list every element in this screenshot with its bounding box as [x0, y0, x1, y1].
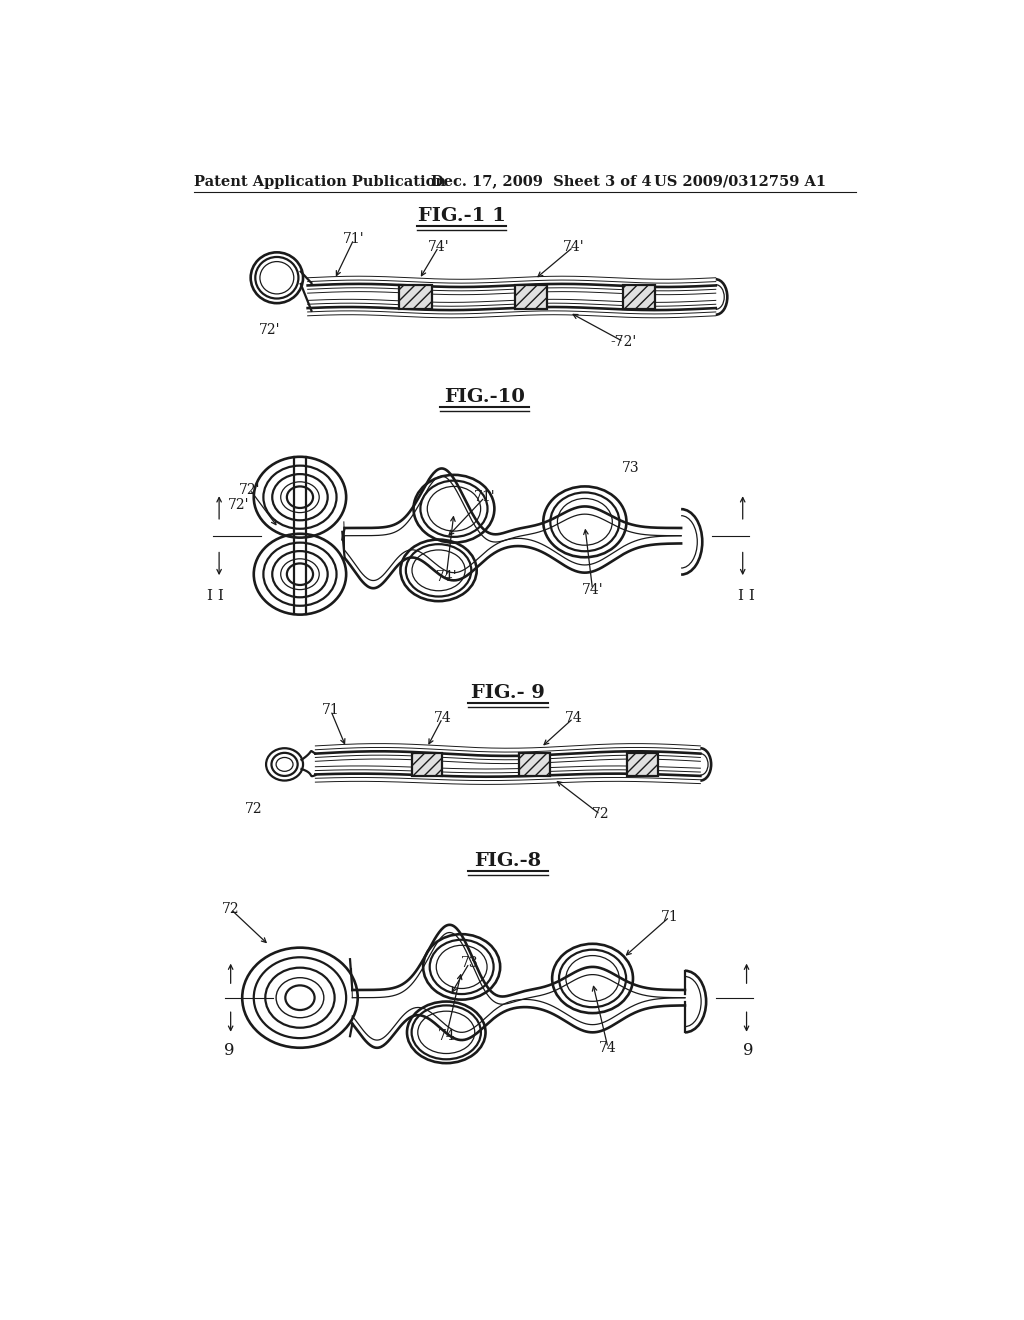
Bar [515, 285, 547, 309]
Bar [399, 285, 432, 309]
Text: 73: 73 [461, 956, 478, 970]
Text: 74: 74 [564, 711, 583, 725]
Text: FIG.-1 1: FIG.-1 1 [418, 207, 506, 226]
Text: 72: 72 [592, 808, 609, 821]
Text: I I: I I [207, 589, 223, 603]
Text: -72': -72' [610, 335, 637, 348]
Text: 9: 9 [224, 1041, 234, 1059]
Bar [628, 752, 658, 776]
Text: 74: 74 [599, 1040, 616, 1055]
Bar [412, 752, 442, 776]
Text: 74': 74' [582, 582, 603, 597]
Text: 72: 72 [222, 902, 240, 916]
Text: 72': 72' [258, 323, 280, 337]
Text: Dec. 17, 2009  Sheet 3 of 4: Dec. 17, 2009 Sheet 3 of 4 [431, 174, 651, 189]
Text: 74: 74 [433, 711, 452, 725]
Text: 71: 71 [322, 704, 340, 718]
Text: Patent Application Publication: Patent Application Publication [194, 174, 445, 189]
Text: FIG.-8: FIG.-8 [474, 851, 542, 870]
Text: 73: 73 [623, 461, 640, 475]
Text: 74: 74 [437, 1030, 455, 1043]
Text: 72': 72' [227, 498, 249, 512]
Text: 72: 72 [245, 803, 262, 816]
Text: 71: 71 [660, 909, 679, 924]
Text: 74': 74' [562, 240, 584, 253]
Text: I I: I I [738, 589, 755, 603]
Text: 9: 9 [742, 1041, 754, 1059]
Text: 74': 74' [435, 569, 457, 583]
Text: FIG.- 9: FIG.- 9 [471, 684, 545, 702]
Text: 72': 72' [240, 483, 261, 496]
Bar [519, 752, 550, 776]
Bar [623, 285, 655, 309]
Text: US 2009/0312759 A1: US 2009/0312759 A1 [654, 174, 826, 189]
Text: 71': 71' [343, 232, 365, 247]
Text: 71': 71' [474, 490, 496, 504]
Text: FIG.-10: FIG.-10 [444, 388, 525, 407]
Text: 74': 74' [428, 240, 450, 253]
